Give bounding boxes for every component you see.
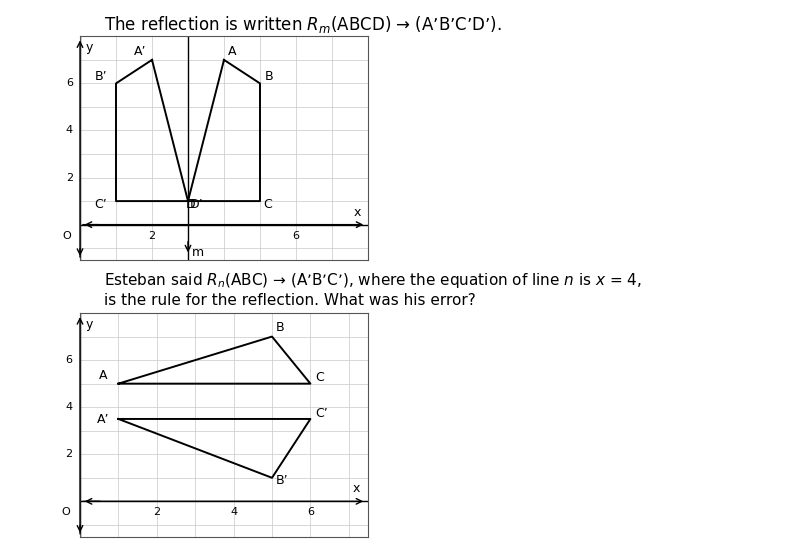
Text: D: D: [186, 197, 196, 211]
Text: 2: 2: [65, 449, 72, 459]
Text: B: B: [276, 321, 285, 334]
Text: D’: D’: [190, 197, 203, 211]
Text: B: B: [264, 70, 273, 83]
Text: O: O: [62, 507, 70, 517]
Text: C: C: [315, 371, 324, 383]
Text: 4: 4: [230, 507, 237, 517]
Text: C: C: [264, 197, 272, 211]
Text: y: y: [86, 41, 93, 54]
Text: 6: 6: [66, 78, 73, 88]
Text: Esteban said $R_n$(ABC) → (A’B’C’), where the equation of line $n$ is $x$ = 4,: Esteban said $R_n$(ABC) → (A’B’C’), wher…: [104, 271, 642, 290]
Text: 4: 4: [66, 125, 73, 135]
Text: O: O: [62, 230, 71, 240]
Text: A’: A’: [98, 413, 110, 426]
Text: The reflection is written $R_m$(ABCD) → (A’B’C’D’).: The reflection is written $R_m$(ABCD) → …: [104, 14, 502, 35]
Text: 2: 2: [149, 230, 155, 240]
Text: B’: B’: [276, 474, 289, 487]
Text: 6: 6: [66, 355, 72, 365]
Text: B’: B’: [94, 70, 107, 83]
Text: x: x: [353, 482, 360, 495]
Text: C’: C’: [315, 407, 328, 420]
Text: 2: 2: [154, 507, 160, 517]
Text: A’: A’: [134, 45, 146, 58]
Text: 6: 6: [293, 230, 299, 240]
Text: y: y: [86, 318, 93, 331]
Text: 2: 2: [66, 173, 73, 183]
Text: 4: 4: [65, 402, 72, 412]
Text: m: m: [192, 247, 204, 259]
Text: C’: C’: [94, 197, 107, 211]
Text: A: A: [227, 45, 236, 58]
Text: x: x: [354, 206, 361, 219]
Text: A: A: [99, 369, 108, 382]
Text: is the rule for the reflection. What was his error?: is the rule for the reflection. What was…: [104, 293, 476, 309]
Text: 6: 6: [307, 507, 314, 517]
